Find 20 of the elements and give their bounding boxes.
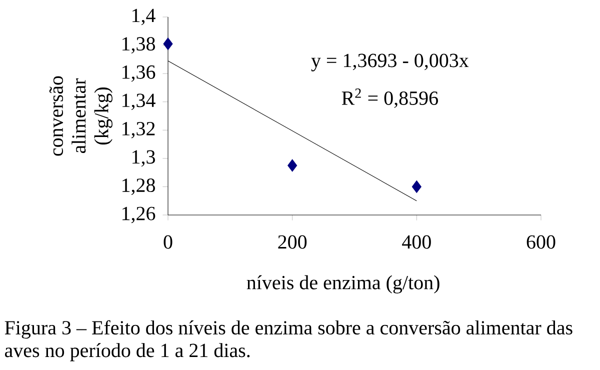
x-axis-title: níveis de enzima (g/ton) (246, 275, 440, 294)
y-tick-label: 1,32 (122, 122, 155, 138)
point (412, 180, 422, 193)
x-tick-label: 200 (278, 235, 307, 249)
y-tick-label: 1,3 (132, 150, 155, 167)
y-axis-title: conversão alimentar (kg/kg) (49, 76, 112, 156)
y-tick-label: 1,36 (122, 65, 156, 82)
y-tick-label: 1,26 (122, 206, 156, 224)
x-tick-label: 600 (526, 235, 556, 249)
point (288, 159, 298, 172)
annotation: R$^{2}$ = 0,8596 (342, 88, 438, 108)
y-tick-label: 1,4 (132, 8, 156, 26)
x-tick-label: 400 (402, 235, 431, 249)
y-tick-label: 1,28 (122, 178, 155, 195)
text: Figura 3 – Efeito dos níveis de enzima sobre a conversão alimentar das aves no período de 1 a 21 dias. (4, 320, 572, 362)
y-tick-label: 1,34 (122, 94, 156, 110)
x-tick-label: 0 (164, 235, 172, 249)
point (163, 38, 173, 50)
annotation: y = 1,3693 - 0,003x (311, 54, 469, 72)
y-tick-label: 1,38 (122, 37, 155, 54)
